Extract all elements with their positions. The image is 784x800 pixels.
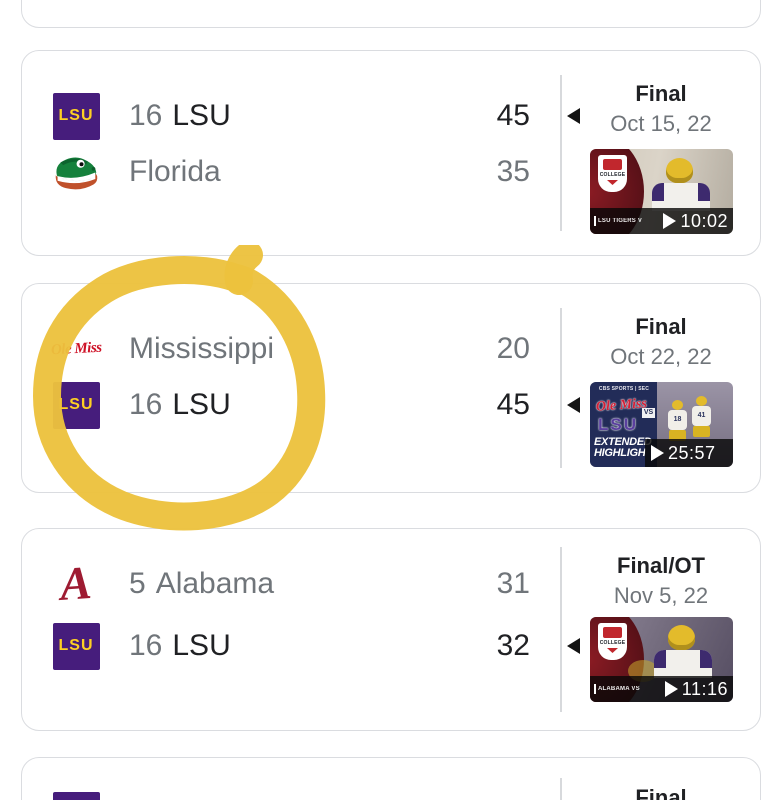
divider [560, 778, 562, 800]
game-card-lsu-florida[interactable]: LSU 16 LSU 45 Florida 35 Final [21, 50, 761, 256]
game-card-alabama-lsu[interactable]: A 5 Alabama 31 LSU 16 LSU 32 Final/OT Nov … [21, 528, 761, 731]
lsu-wordmark: LSU [598, 415, 638, 434]
video-thumbnail[interactable]: COLLEGE ALABAMA VS 11:16 [590, 617, 733, 702]
player-helmet [668, 625, 695, 650]
espn-college-shield-icon: COLLEGE [598, 623, 627, 660]
team-score: 20 [496, 332, 530, 365]
team-name: 16 LSU [129, 629, 231, 662]
team-name: 16 LSU [129, 388, 231, 421]
divider [560, 75, 562, 231]
team-row[interactable]: LSU 16 LSU 32 [52, 618, 730, 674]
lsu-logo: LSU [52, 622, 100, 670]
video-thumbnail[interactable]: 18 41 CBS SPORTS | SEC Ole Miss VS LSU E… [590, 382, 733, 467]
florida-gators-logo [52, 148, 100, 196]
video-duration: 11:16 [681, 678, 728, 699]
lsu-logo: LSU [52, 381, 100, 429]
video-duration: 10:02 [680, 210, 728, 231]
winner-arrow-icon [567, 108, 580, 124]
video-caption: EXTENDED HIGHLIGH [594, 436, 652, 459]
game-status: Final [635, 314, 687, 339]
game-date: Oct 22, 22 [610, 344, 712, 369]
team-rank: 16 [129, 629, 163, 662]
team-rank: 5 [129, 567, 146, 600]
team-score: 32 [496, 629, 530, 662]
game-card-mississippi-lsu[interactable]: Ole Miss Mississippi 20 LSU 16 LSU 45 Fin… [21, 283, 761, 493]
divider [560, 547, 562, 712]
game-status: Final [635, 785, 687, 800]
game-status: Final/OT [617, 553, 705, 578]
video-thumbnail[interactable]: COLLEGE LSU TIGERS V 10:02 [590, 149, 733, 234]
team-name: 5 Alabama [129, 567, 275, 600]
winner-arrow-icon [567, 638, 580, 654]
video-caption: LSU TIGERS V [598, 218, 643, 224]
play-icon [663, 213, 677, 229]
ole-miss-wordmark: Ole Miss [595, 396, 648, 415]
team-score: 35 [496, 155, 530, 188]
team-rank: 16 [129, 388, 163, 421]
team-score: 45 [496, 388, 530, 421]
vs-badge: VS [642, 408, 655, 418]
team-score: 45 [496, 99, 530, 132]
game-date: Nov 5, 22 [613, 583, 709, 608]
team-name: Mississippi [129, 332, 275, 365]
lsu-logo: LSU [52, 791, 100, 800]
divider [560, 308, 562, 468]
game-card-partial-top[interactable] [21, 0, 761, 28]
player-jersey [654, 650, 712, 678]
video-caption: ALABAMA VS [598, 686, 640, 692]
alabama-logo: A [58, 556, 94, 612]
video-bar: 25:57 [645, 439, 733, 467]
player-jersey [652, 183, 710, 211]
team-rank: 16 [129, 99, 163, 132]
play-icon [651, 445, 664, 461]
team-name: 16 LSU [129, 99, 231, 132]
channel-label: CBS SPORTS | SEC [598, 386, 650, 392]
team-row[interactable]: Florida 35 [52, 144, 730, 200]
winner-arrow-icon [567, 397, 580, 413]
team-score: 31 [496, 567, 530, 600]
lsu-logo: LSU [52, 92, 100, 140]
player-helmet [666, 158, 693, 183]
ole-miss-logo: Ole Miss [50, 339, 102, 358]
play-icon [664, 681, 678, 697]
team-row[interactable]: LSU 16 LSU 45 [52, 88, 730, 144]
video-duration: 25:57 [668, 442, 716, 463]
video-bar: ALABAMA VS 11:16 [590, 676, 733, 702]
game-date: Oct 15, 22 [610, 111, 712, 136]
video-bar: LSU TIGERS V 10:02 [590, 208, 733, 234]
player-figure: 18 [668, 400, 687, 441]
game-card-partial-bottom[interactable]: LSU Final [21, 757, 761, 800]
espn-college-shield-icon: COLLEGE [598, 155, 627, 192]
team-row[interactable]: A 5 Alabama 31 [52, 556, 730, 612]
team-row[interactable]: LSU [52, 787, 730, 800]
player-figure: 41 [692, 396, 711, 437]
game-status: Final [635, 81, 687, 106]
team-name: Florida [129, 155, 221, 188]
